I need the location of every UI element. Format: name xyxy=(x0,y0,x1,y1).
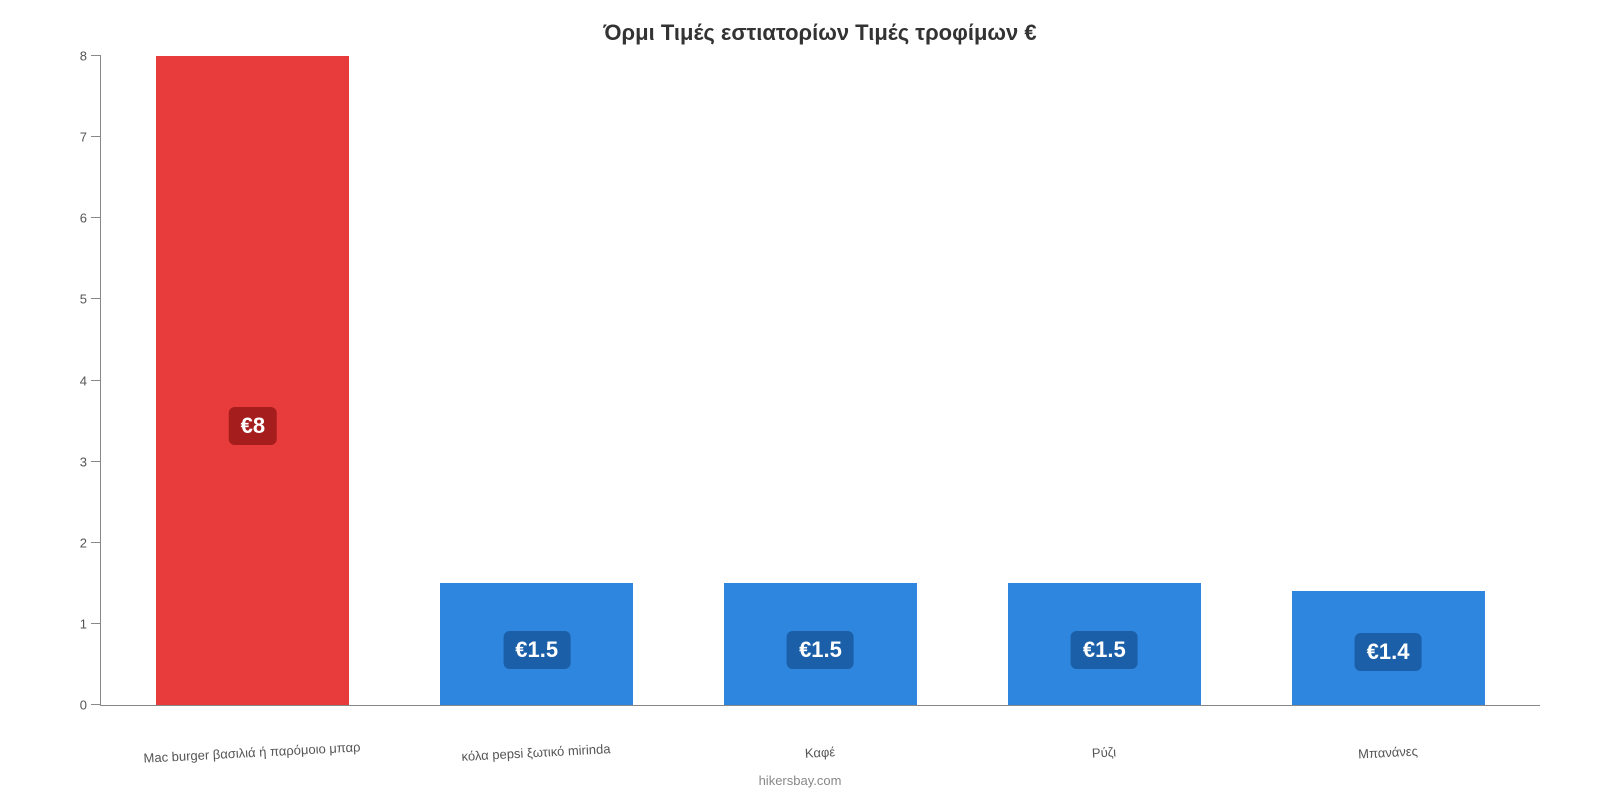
y-tick-label: 5 xyxy=(80,292,101,307)
bar-value-badge: €8 xyxy=(229,407,277,445)
bars-group: €8 €1.5 €1.5 €1.5 €1.4 xyxy=(101,56,1540,705)
bar: €1.5 xyxy=(724,583,917,705)
bar-value-badge: €1.5 xyxy=(503,631,570,669)
chart-container: Όρμι Τιμές εστιατορίων Τιμές τροφίμων € … xyxy=(0,0,1600,800)
bar-slot: €1.5 xyxy=(679,56,963,705)
x-axis-label: Mac burger βασιλιά ή παρόμοιο μπαρ xyxy=(110,738,394,768)
chart-title: Όρμι Τιμές εστιατορίων Τιμές τροφίμων € xyxy=(100,20,1540,46)
bar-slot: €1.5 xyxy=(395,56,679,705)
bar: €1.5 xyxy=(1008,583,1201,705)
bar-slot: €8 xyxy=(111,56,395,705)
bar-slot: €1.4 xyxy=(1246,56,1530,705)
y-tick-label: 2 xyxy=(80,535,101,550)
y-tick-label: 8 xyxy=(80,49,101,64)
x-axis-label: κόλα pepsi ξωτικό mirinda xyxy=(394,738,678,768)
bar: €8 xyxy=(156,56,349,705)
bar-slot: €1.5 xyxy=(962,56,1246,705)
bar-value-badge: €1.5 xyxy=(787,631,854,669)
x-axis-labels: Mac burger βασιλιά ή παρόμοιο μπαρκόλα p… xyxy=(100,745,1540,760)
bar: €1.5 xyxy=(440,583,633,705)
x-axis-label: Καφέ xyxy=(678,738,962,768)
y-tick-label: 1 xyxy=(80,616,101,631)
y-tick-label: 6 xyxy=(80,211,101,226)
x-axis-label: Μπανάνες xyxy=(1246,738,1530,768)
plot-area: €8€1.5€1.5€1.5€1.4 012345678 xyxy=(100,56,1540,706)
bar-value-badge: €1.5 xyxy=(1071,631,1138,669)
y-tick-label: 7 xyxy=(80,130,101,145)
bar-value-badge: €1.4 xyxy=(1355,633,1422,671)
x-axis-label: Ρύζι xyxy=(962,738,1246,768)
y-tick-label: 3 xyxy=(80,454,101,469)
y-tick-label: 4 xyxy=(80,373,101,388)
bar: €1.4 xyxy=(1292,591,1485,705)
y-tick-label: 0 xyxy=(80,698,101,713)
chart-credit: hikersbay.com xyxy=(0,773,1600,788)
